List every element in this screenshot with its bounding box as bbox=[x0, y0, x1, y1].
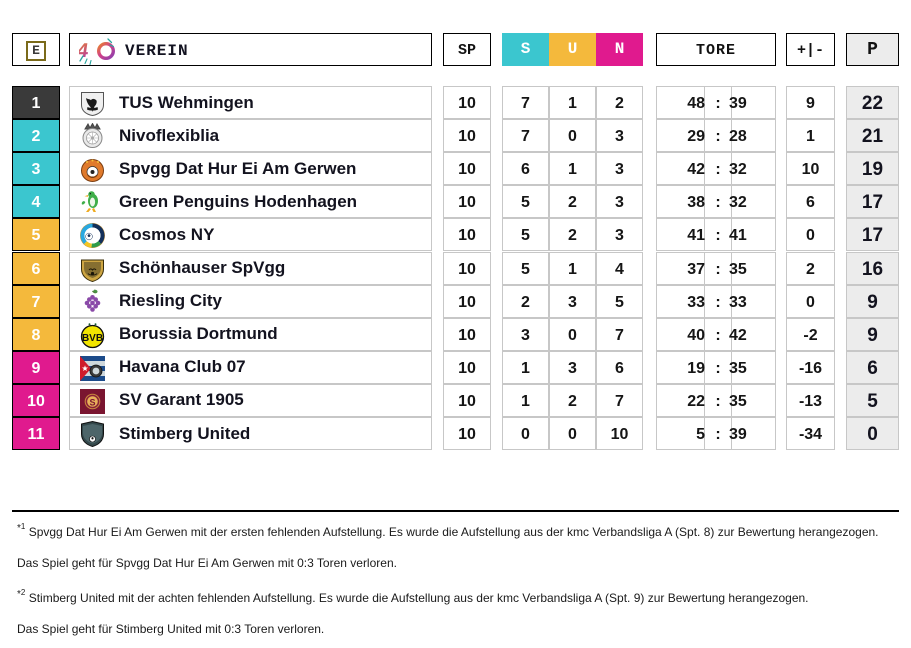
svg-text:S: S bbox=[89, 397, 95, 407]
svg-text:BVB: BVB bbox=[82, 333, 103, 344]
